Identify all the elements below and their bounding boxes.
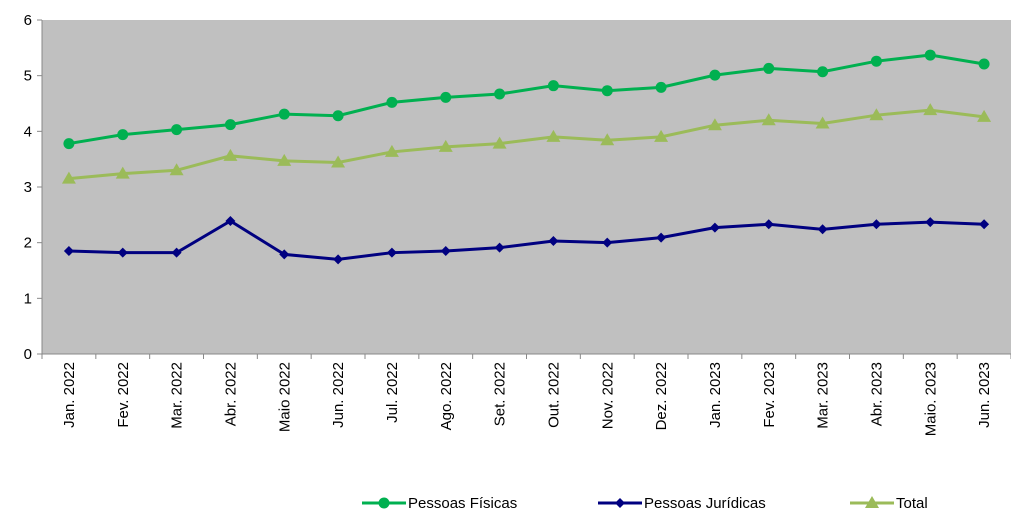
marker	[815, 116, 830, 129]
marker	[171, 247, 182, 258]
y-tick-label: 2	[24, 235, 32, 252]
marker	[817, 224, 828, 235]
marker	[440, 246, 451, 257]
marker	[547, 80, 559, 92]
marker	[763, 219, 774, 230]
x-tick-label: Out. 2022	[545, 362, 562, 428]
marker	[171, 124, 183, 136]
x-tick-label: Nov. 2022	[599, 362, 616, 429]
legend-label: Total	[896, 495, 928, 512]
marker	[223, 148, 238, 161]
x-tick-label: Mar. 2022	[169, 362, 186, 429]
marker	[978, 58, 990, 70]
marker	[923, 103, 938, 116]
y-tick-label: 3	[24, 179, 32, 196]
marker	[279, 249, 290, 260]
marker	[169, 163, 184, 176]
marker	[600, 133, 615, 146]
marker	[924, 49, 936, 61]
marker	[384, 144, 399, 157]
marker	[817, 66, 829, 78]
marker	[494, 88, 506, 100]
marker	[869, 108, 884, 121]
marker	[763, 62, 775, 74]
legend-label: Pessoas Físicas	[408, 495, 517, 512]
marker	[117, 129, 129, 141]
marker	[440, 91, 452, 103]
marker	[602, 237, 613, 248]
x-tick-label: Jun. 2022	[330, 362, 347, 428]
x-tick-label: Maio. 2023	[922, 362, 939, 436]
marker	[977, 109, 992, 122]
x-tick-label: Mar. 2023	[815, 362, 832, 429]
series-line	[68, 108, 985, 181]
marker	[548, 235, 559, 246]
plot-area	[42, 20, 1011, 354]
marker	[331, 155, 346, 168]
marker	[278, 108, 290, 120]
marker	[601, 85, 613, 97]
marker	[277, 153, 292, 166]
series-line	[68, 219, 985, 261]
x-tick-label: Fev. 2023	[761, 362, 778, 428]
x-tick-label: Jan. 2023	[707, 362, 724, 428]
marker	[492, 136, 507, 149]
marker	[494, 242, 505, 253]
marker	[925, 217, 936, 228]
marker	[709, 69, 721, 81]
x-tick-label: Jun. 2023	[976, 362, 993, 428]
marker	[656, 232, 667, 243]
x-tick-label: Jan. 2022	[61, 362, 78, 428]
y-tick-label: 5	[24, 68, 32, 85]
marker	[63, 138, 75, 150]
marker	[615, 498, 625, 508]
marker	[117, 247, 128, 258]
marker	[654, 129, 669, 142]
x-tick-label: Ago. 2022	[438, 362, 455, 430]
marker	[709, 222, 720, 233]
marker	[761, 113, 776, 126]
marker	[870, 55, 882, 67]
marker	[438, 139, 453, 152]
x-tick-label: Abr. 2022	[222, 362, 239, 426]
marker	[61, 171, 76, 184]
y-tick-label: 0	[24, 346, 32, 363]
legend-label: Pessoas Jurídicas	[644, 495, 766, 512]
x-tick-label: Abr. 2023	[868, 362, 885, 426]
marker	[225, 215, 236, 226]
y-tick-label: 1	[24, 290, 32, 307]
marker	[63, 246, 74, 257]
marker	[386, 96, 398, 108]
marker	[386, 247, 397, 258]
marker	[546, 129, 561, 142]
y-tick-label: 4	[24, 123, 32, 140]
marker	[979, 219, 990, 230]
marker	[865, 496, 879, 508]
marker	[333, 254, 344, 265]
x-tick-label: Jul. 2022	[384, 362, 401, 423]
series-line	[68, 53, 985, 146]
marker	[332, 110, 344, 122]
marker	[378, 497, 390, 509]
marker	[707, 118, 722, 131]
x-tick-label: Fev. 2022	[115, 362, 132, 428]
x-tick-label: Dez. 2022	[653, 362, 670, 430]
marker	[871, 219, 882, 230]
marker	[115, 166, 130, 179]
x-tick-label: Set. 2022	[492, 362, 509, 426]
x-tick-label: Maio 2022	[276, 362, 293, 432]
y-tick-label: 6	[24, 12, 32, 29]
marker	[655, 81, 667, 93]
marker	[224, 119, 236, 131]
